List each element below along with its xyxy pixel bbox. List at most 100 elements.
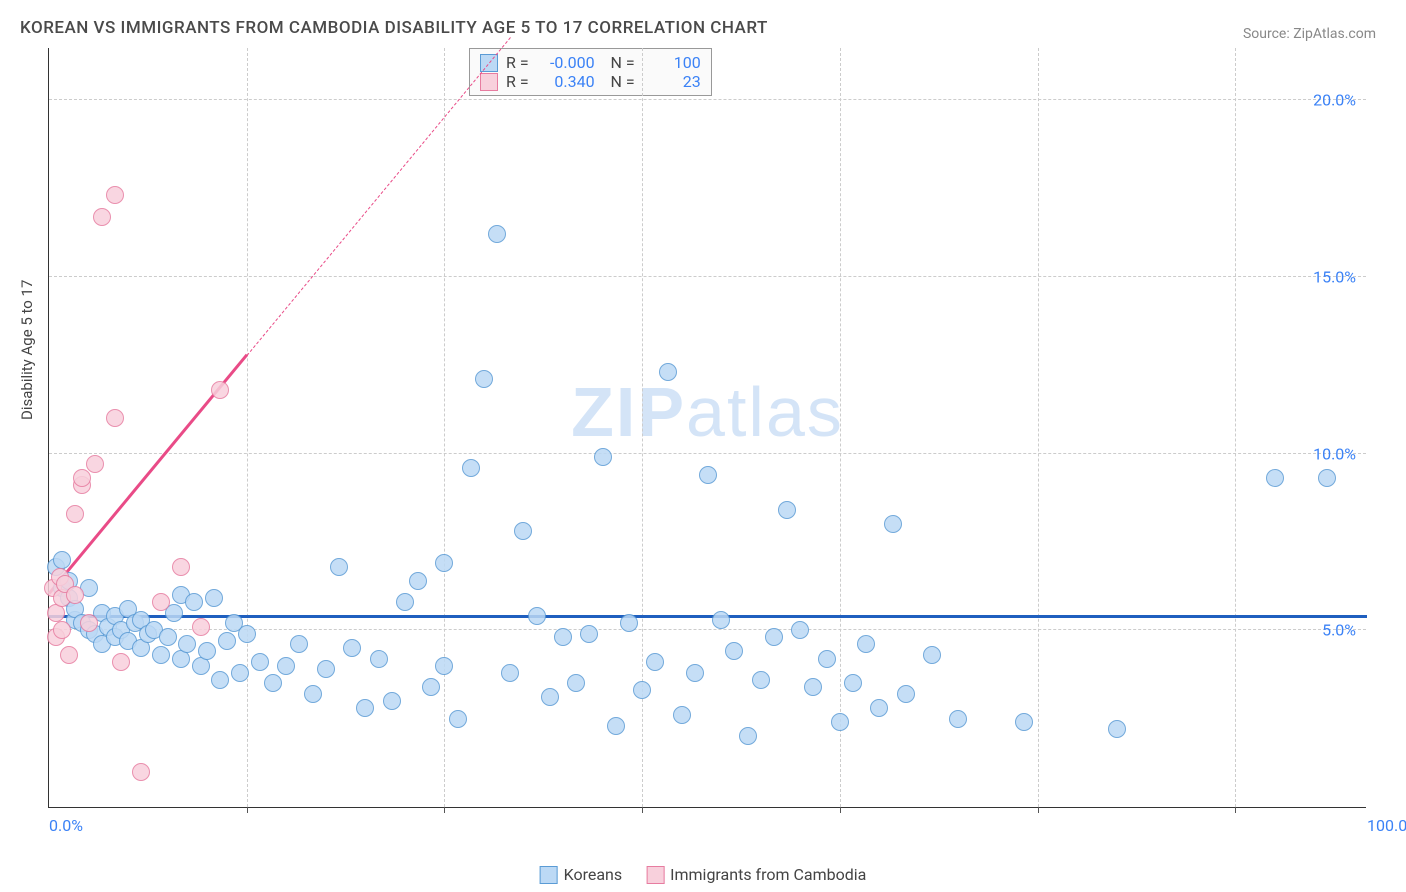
data-point — [80, 579, 98, 597]
data-point — [132, 639, 150, 657]
data-point — [673, 706, 691, 724]
data-point — [66, 611, 84, 629]
data-point — [330, 558, 348, 576]
x-tick-mark — [1235, 807, 1236, 813]
data-point — [112, 653, 130, 671]
data-point — [818, 650, 836, 668]
data-point — [884, 515, 902, 533]
data-point — [86, 625, 104, 643]
legend-swatch — [646, 866, 664, 884]
legend: Koreans Immigrants from Cambodia — [540, 865, 867, 884]
data-point — [396, 593, 414, 611]
trend-line-dashed — [246, 37, 510, 356]
data-point — [145, 621, 163, 639]
data-point — [370, 650, 388, 668]
data-point — [185, 593, 203, 611]
data-point — [541, 688, 559, 706]
data-point — [870, 699, 888, 717]
chart-title: KOREAN VS IMMIGRANTS FROM CAMBODIA DISAB… — [20, 18, 768, 38]
data-point — [99, 618, 117, 636]
data-point — [192, 657, 210, 675]
data-point — [60, 589, 78, 607]
data-point — [725, 642, 743, 660]
data-point — [290, 635, 308, 653]
stat-n-label: N = — [603, 53, 635, 72]
legend-label: Immigrants from Cambodia — [670, 865, 866, 884]
data-point — [86, 455, 104, 473]
stats-row: R =0.340 N =23 — [480, 72, 701, 91]
data-point — [73, 469, 91, 487]
data-point — [804, 678, 822, 696]
data-point — [251, 653, 269, 671]
data-point — [205, 589, 223, 607]
y-tick-label: 15.0% — [1313, 267, 1356, 286]
data-point — [211, 671, 229, 689]
data-point — [106, 186, 124, 204]
data-point — [172, 558, 190, 576]
watermark-bold: ZIP — [571, 373, 686, 451]
data-point — [93, 604, 111, 622]
data-point — [60, 646, 78, 664]
data-point — [752, 671, 770, 689]
data-point — [47, 558, 65, 576]
stat-r-label: R = — [506, 72, 529, 91]
x-tick-mark — [247, 807, 248, 813]
source-label: Source: ZipAtlas.com — [1243, 26, 1376, 42]
legend-item: Koreans — [540, 865, 623, 884]
y-tick-label: 5.0% — [1322, 621, 1356, 640]
data-point — [1108, 720, 1126, 738]
data-point — [1266, 469, 1284, 487]
x-tick-mark — [1038, 807, 1039, 813]
data-point — [659, 363, 677, 381]
data-point — [409, 572, 427, 590]
stat-r-value: -0.000 — [537, 53, 595, 72]
data-point — [646, 653, 664, 671]
data-point — [383, 692, 401, 710]
y-tick-label: 20.0% — [1313, 91, 1356, 110]
data-point — [317, 660, 335, 678]
correlation-stats-box: R = -0.000 N = 100R =0.340 N =23 — [469, 48, 712, 96]
data-point — [923, 646, 941, 664]
data-point — [119, 632, 137, 650]
data-point — [1318, 469, 1336, 487]
data-point — [178, 635, 196, 653]
data-point — [152, 646, 170, 664]
data-point — [501, 664, 519, 682]
data-point — [765, 628, 783, 646]
data-point — [80, 621, 98, 639]
data-point — [949, 710, 967, 728]
data-point — [172, 650, 190, 668]
y-axis-label: Disability Age 5 to 17 — [18, 280, 36, 420]
data-point — [172, 586, 190, 604]
data-point — [343, 639, 361, 657]
trend-line — [49, 615, 1367, 618]
x-tick-mark — [444, 807, 445, 813]
data-point — [53, 621, 71, 639]
legend-label: Koreans — [564, 865, 623, 884]
gridline-v — [444, 48, 445, 807]
data-point — [791, 621, 809, 639]
data-point — [66, 586, 84, 604]
data-point — [567, 674, 585, 692]
data-point — [139, 625, 157, 643]
data-point — [73, 476, 91, 494]
data-point — [93, 635, 111, 653]
series-swatch — [480, 73, 498, 91]
data-point — [112, 621, 130, 639]
data-point — [93, 208, 111, 226]
data-point — [778, 501, 796, 519]
x-tick-mark — [642, 807, 643, 813]
stat-n-value: 100 — [643, 53, 701, 72]
gridline-v — [840, 48, 841, 807]
gridline-v — [247, 48, 248, 807]
plot-area: ZIPatlas R =-0.000 N =100R =0.340 N =23 … — [48, 48, 1366, 808]
data-point — [712, 611, 730, 629]
data-point — [47, 604, 65, 622]
data-point — [554, 628, 572, 646]
data-point — [304, 685, 322, 703]
data-point — [897, 685, 915, 703]
stat-r-label: R = — [506, 53, 529, 72]
x-tick-label: 0.0% — [49, 816, 83, 835]
data-point — [218, 632, 236, 650]
data-point — [686, 664, 704, 682]
